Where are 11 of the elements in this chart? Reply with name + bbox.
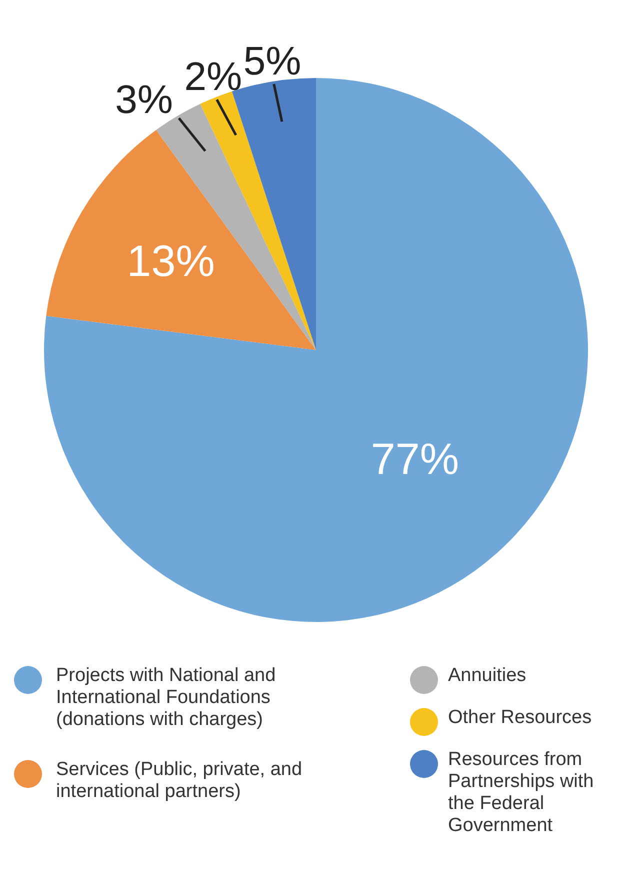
data-label: 13% [126,236,215,286]
data-label: 2% [184,55,242,100]
legend-label: Services (Public, private, and international partners) [56,759,302,802]
legend-label: Projects with National and International Foundations (donations with charges) [56,665,276,730]
pie-slice [46,130,316,350]
data-label: 5% [243,40,302,84]
legend-label: Other Resources [448,707,592,728]
legend-label: Annuities [448,665,526,686]
legend-label: Resources from Partnerships with the Federal Government [448,749,594,836]
data-label: 3% [115,78,173,122]
data-label: 77% [370,434,459,484]
